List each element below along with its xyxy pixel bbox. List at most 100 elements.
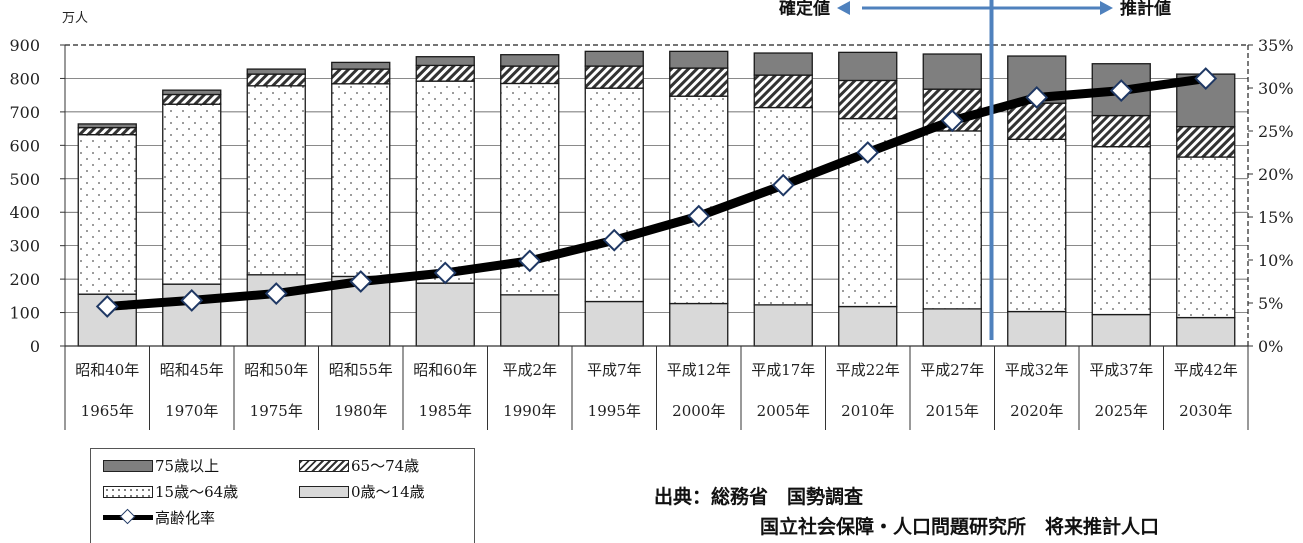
bar-segment-3	[415, 56, 475, 67]
bar-segment-1	[1007, 138, 1067, 313]
bar-segment-3	[669, 50, 729, 69]
bar-segment-0	[1176, 316, 1236, 347]
y-unit-label: 万人	[62, 11, 88, 26]
category-year-label: 2025年	[1095, 402, 1148, 420]
bar-segment-0	[753, 304, 813, 347]
bar-segment-3	[584, 50, 644, 67]
divider-arrowhead-left	[837, 1, 850, 15]
legend-label-75plus: 75歳以上	[155, 457, 220, 475]
bar-segment-2	[838, 79, 898, 120]
legend-item-75plus: 75歳以上	[103, 455, 219, 476]
legend-label-0-14: 0歳～14歳	[351, 483, 425, 501]
category-era-label: 平成27年	[920, 361, 984, 379]
y-tick-label: 0	[30, 337, 40, 356]
bar-segment-3	[753, 52, 813, 76]
bar-segment-1	[246, 85, 306, 276]
bar-segment-3	[77, 123, 137, 129]
bar-segment-2	[415, 64, 475, 82]
aging-rate-marker	[264, 282, 288, 305]
bar-segment-3	[246, 68, 306, 75]
bar-segment-2	[77, 126, 137, 136]
aging-rate-marker	[95, 295, 119, 318]
bar-segment-2	[753, 74, 813, 109]
y-tick-label: 600	[9, 136, 40, 155]
legend-item-65-74: 65～74歳	[299, 455, 419, 476]
y2-tick-label: 30%	[1258, 79, 1294, 98]
y-tick-label: 400	[9, 203, 40, 222]
bar-segment-3	[162, 89, 222, 96]
category-era-label: 平成22年	[836, 361, 900, 379]
bar-segment-1	[1176, 156, 1236, 319]
y-tick-label: 900	[9, 36, 40, 55]
category-era-label: 平成2年	[502, 361, 557, 379]
legend: 75歳以上 65～74歳 15歳～64歳 0歳～14歳 高齢化率	[90, 448, 475, 543]
bar-segment-1	[331, 83, 391, 278]
y2-tick-label: 20%	[1258, 165, 1294, 184]
source-line-2: 国立社会保障・人口問題研究所 将来推計人口	[760, 516, 1160, 538]
divider-label-left: 確定値	[779, 0, 830, 19]
bar-segment-2	[669, 67, 729, 97]
category-era-label: 平成32年	[1005, 361, 1069, 379]
bar-segment-1	[415, 80, 475, 284]
legend-label-aging-rate: 高齢化率	[155, 509, 216, 527]
aging-rate-marker	[1109, 79, 1133, 102]
y-tick-label: 700	[9, 103, 40, 122]
category-era-label: 平成17年	[751, 361, 815, 379]
bar-segment-2	[584, 65, 644, 89]
category-year-label: 2005年	[757, 402, 810, 420]
category-year-label: 1990年	[503, 402, 556, 420]
category-year-label: 2020年	[1010, 402, 1063, 420]
bar-segment-2	[1176, 125, 1236, 158]
category-era-label: 平成7年	[587, 361, 642, 379]
bar-segment-2	[246, 73, 306, 87]
y2-tick-label: 25%	[1258, 122, 1294, 141]
aging-rate-marker	[856, 141, 880, 164]
bar-segment-0	[584, 300, 644, 347]
y-tick-label: 500	[9, 170, 40, 189]
bar-segment-0	[922, 308, 982, 347]
bar-segment-1	[922, 130, 982, 310]
chart: 0 100 200 300 400 500 600 700 800 900 0% 5% 10% 15% 20…	[9, 0, 1294, 430]
bar-segment-2	[162, 93, 222, 105]
bar-segment-3	[331, 61, 391, 70]
category-era-label: 昭和40年	[75, 361, 139, 379]
bar-segment-2	[1091, 114, 1151, 148]
aging-rate-marker	[518, 249, 542, 273]
legend-swatch-65-74	[299, 460, 349, 472]
aging-rate-line	[102, 74, 1211, 311]
category-era-label: 平成42年	[1174, 361, 1238, 379]
category-era-label: 平成12年	[667, 361, 731, 379]
bar-segment-3	[500, 54, 560, 67]
aging-rate-marker	[433, 261, 457, 285]
category-year-label: 1965年	[81, 402, 134, 420]
category-year-label: 1985年	[419, 402, 472, 420]
legend-label-65-74: 65～74歳	[351, 457, 420, 475]
legend-label-15-64: 15歳～64歳	[155, 483, 239, 501]
category-year-label: 2015年	[926, 402, 979, 420]
bar-segment-1	[1091, 146, 1151, 316]
y2-tick-label: 35%	[1258, 36, 1294, 55]
aging-rate-marker	[349, 270, 373, 293]
category-year-label: 2010年	[841, 402, 894, 420]
aging-rate-marker	[180, 289, 204, 312]
aging-rate-marker	[1025, 86, 1049, 109]
aging-rate-marker	[1194, 67, 1218, 90]
legend-swatch-75plus	[103, 460, 153, 472]
y2-tick-label: 5%	[1258, 294, 1283, 313]
divider-arrowhead-right	[1100, 1, 1113, 15]
bar-segment-0	[415, 282, 475, 347]
bar-segment-0	[500, 294, 560, 347]
bar-segment-1	[162, 103, 222, 285]
bar-segment-3	[838, 51, 898, 82]
y-tick-label: 800	[9, 69, 40, 88]
y2-tick-label: 0%	[1258, 337, 1283, 356]
category-era-label: 平成37年	[1089, 361, 1153, 379]
aging-rate-marker	[940, 109, 964, 133]
bar-segment-0	[838, 305, 898, 347]
divider-label-right: 推計値	[1120, 0, 1171, 19]
bar-segment-0	[669, 302, 729, 347]
bar-segment-2	[1007, 102, 1067, 140]
aging-rate-marker	[771, 173, 795, 197]
category-year-label: 1995年	[588, 402, 641, 420]
y-tick-label: 200	[9, 270, 40, 289]
